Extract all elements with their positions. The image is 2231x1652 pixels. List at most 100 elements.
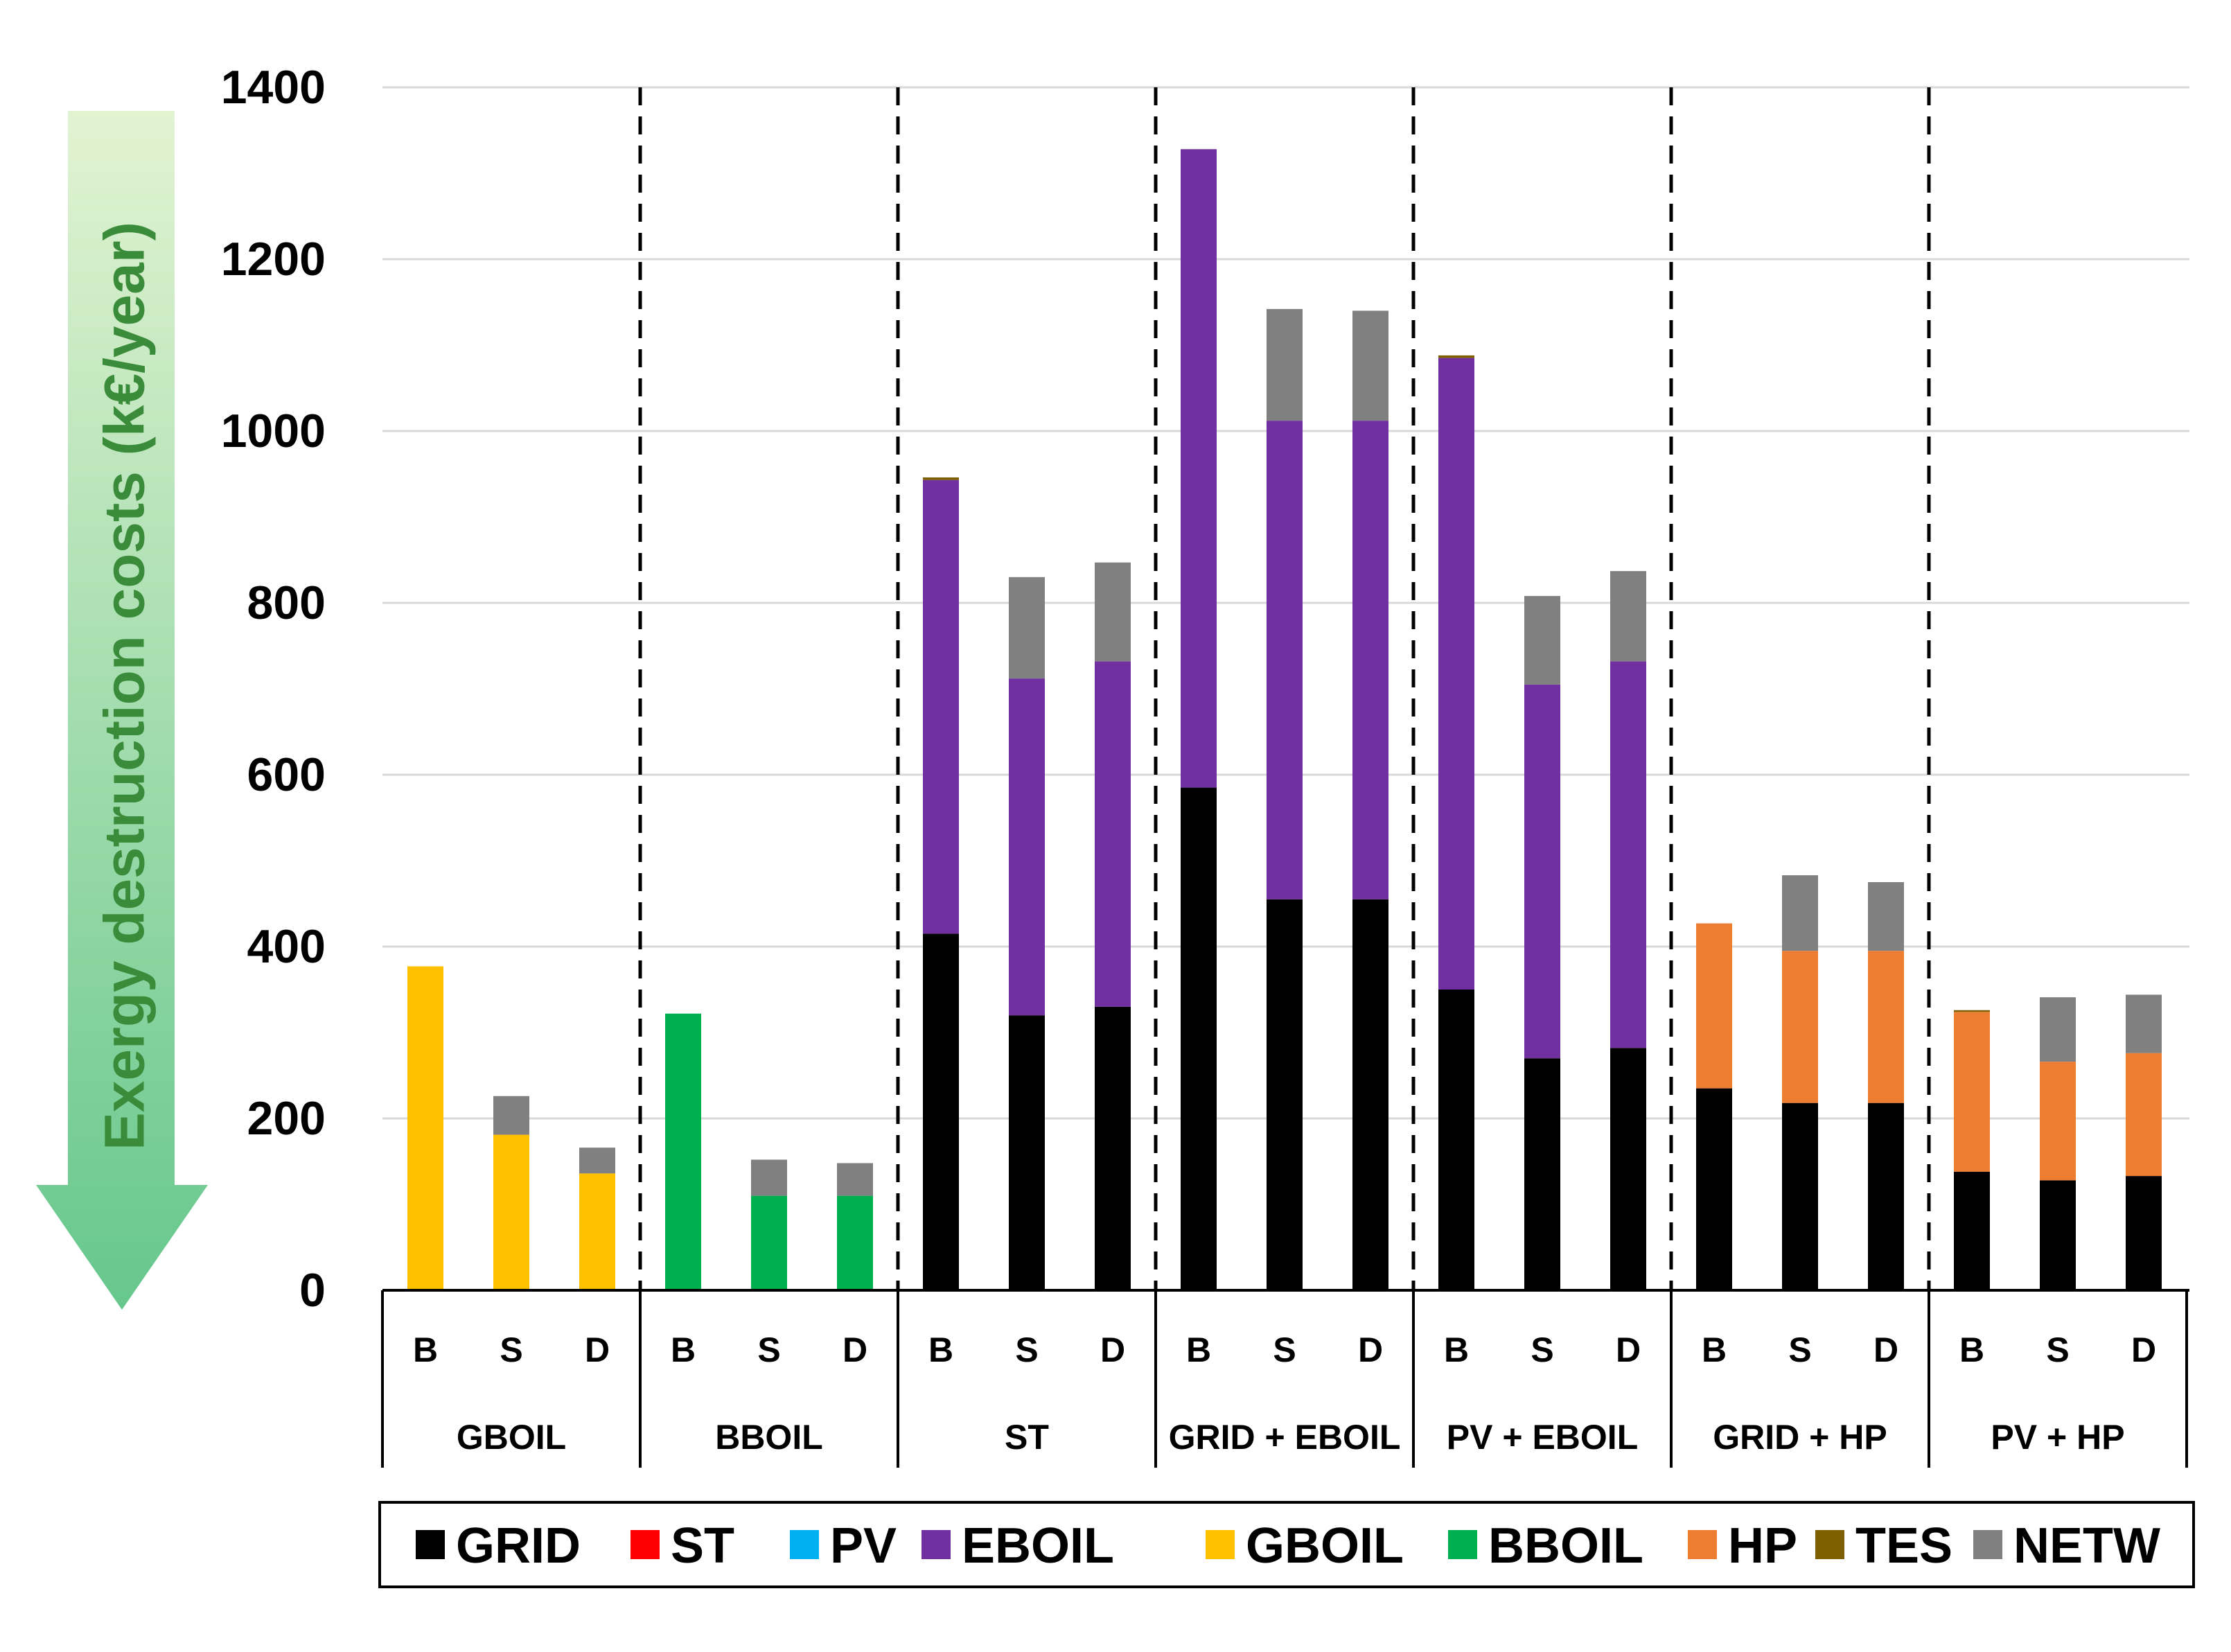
x-subcategory-label: S [1788,1330,1811,1369]
x-subcategory-label: B [1702,1330,1727,1369]
bar-netw-pv-hp-s [2040,997,2076,1062]
bar-grid-pv-hp-s [2040,1180,2076,1290]
legend-label-pv: PV [830,1518,897,1574]
bar-netw-grid-eboil-d [1352,310,1388,421]
y-axis-arrow [36,111,208,1310]
bar-grid-grid-hp-d [1868,1102,1904,1290]
x-group-label: GRID + EBOIL [1169,1418,1401,1457]
legend-label-bboil: BBOIL [1488,1518,1643,1574]
x-subcategory-label: S [1531,1330,1553,1369]
bar-eboil-st-s [1009,678,1045,1016]
bar-grid-pv-hp-d [2126,1176,2162,1290]
bar-grid-st-d [1095,1006,1131,1290]
x-subcategory-label: D [1358,1330,1383,1369]
bar-netw-pv-eboil-d [1610,571,1646,662]
bar-tes-pv-eboil-b [1438,355,1474,358]
y-tick-label: 1400 [221,61,326,114]
bar-eboil-pv-eboil-b [1438,358,1474,990]
x-subcategory-label: B [1959,1330,1984,1369]
legend-swatch-eboil [922,1530,951,1559]
x-subcategory-label: S [1273,1330,1296,1369]
bar-netw-grid-hp-d [1868,882,1904,951]
bar-eboil-pv-eboil-s [1524,684,1560,1059]
legend-swatch-grid [416,1530,445,1559]
legend-swatch-pv [790,1530,819,1559]
x-group-label: GBOIL [457,1418,566,1457]
bar-grid-pv-eboil-s [1524,1058,1560,1290]
bar-eboil-grid-eboil-d [1352,421,1388,899]
bar-grid-grid-eboil-d [1352,899,1388,1290]
x-subcategory-label: B [928,1330,953,1369]
legend-swatch-gboil [1206,1530,1235,1559]
bar-hp-grid-hp-s [1782,951,1818,1103]
x-group-label: BBOIL [715,1418,823,1457]
bar-grid-st-b [923,933,959,1290]
bar-bboil-bboil-s [751,1195,787,1290]
legend-swatch-bboil [1448,1530,1477,1559]
legend-swatch-st [630,1530,660,1559]
bar-eboil-st-b [923,480,959,934]
legend-label-hp: HP [1728,1518,1797,1574]
bar-netw-bboil-d [837,1163,873,1196]
x-subcategory-label: B [1444,1330,1469,1369]
bar-tes-st-b [923,477,959,480]
x-subcategory-label: B [1186,1330,1211,1369]
y-tick-label: 400 [247,920,326,973]
bar-grid-grid-eboil-s [1267,899,1303,1290]
bar-grid-grid-hp-s [1782,1102,1818,1290]
bar-gboil-gboil-b [407,966,443,1290]
bar-eboil-pv-eboil-d [1610,661,1646,1048]
bar-netw-pv-hp-d [2126,994,2162,1053]
legend-label-grid: GRID [456,1518,581,1574]
x-subcategory-label: S [1015,1330,1038,1369]
y-tick-label: 200 [247,1092,326,1145]
bar-netw-bboil-s [751,1159,787,1196]
x-subcategory-label: D [585,1330,610,1369]
legend-label-gboil: GBOIL [1246,1518,1404,1574]
x-group-label: PV + HP [1991,1418,2124,1457]
x-subcategory-label: D [2131,1330,2156,1369]
y-tick-label: 600 [247,748,326,801]
x-group-label: ST [1005,1418,1049,1457]
x-subcategory-label: S [500,1330,522,1369]
bar-bboil-bboil-b [665,1013,701,1290]
bar-tes-pv-hp-b [1954,1010,1990,1012]
x-group-label: GRID + HP [1713,1418,1887,1457]
x-subcategory-label: D [1616,1330,1641,1369]
bar-gboil-gboil-s [493,1134,529,1290]
legend-label-st: ST [671,1518,734,1574]
bar-gboil-gboil-d [579,1173,615,1290]
bar-grid-pv-hp-b [1954,1171,1990,1290]
bar-grid-grid-hp-b [1696,1088,1732,1290]
bar-eboil-grid-eboil-s [1267,421,1303,899]
bar-bboil-bboil-d [837,1195,873,1290]
bar-netw-st-d [1095,562,1131,662]
y-tick-label: 1200 [221,233,326,285]
y-tick-label: 800 [247,577,326,629]
bar-netw-st-s [1009,577,1045,679]
legend-label-eboil: EBOIL [962,1518,1114,1574]
bar-grid-pv-eboil-b [1438,990,1474,1290]
bar-netw-grid-hp-s [1782,875,1818,951]
bar-netw-gboil-s [493,1096,529,1135]
bar-eboil-grid-eboil-b [1181,149,1217,788]
bar-hp-grid-hp-b [1696,923,1732,1089]
bar-hp-pv-hp-b [1954,1012,1990,1172]
x-subcategory-label: D [1873,1330,1898,1369]
x-subcategory-label: D [1100,1330,1125,1369]
x-subcategory-label: B [671,1330,696,1369]
legend-swatch-hp [1688,1530,1717,1559]
legend-swatch-netw [1973,1530,2002,1559]
y-tick-label: 0 [299,1264,326,1317]
x-subcategory-label: B [413,1330,438,1369]
x-subcategory-label: S [2046,1330,2069,1369]
bar-hp-pv-hp-s [2040,1062,2076,1181]
bar-netw-pv-eboil-s [1524,596,1560,685]
x-group-label: PV + EBOIL [1447,1418,1638,1457]
legend-swatch-tes [1815,1530,1844,1559]
bar-netw-gboil-d [579,1148,615,1174]
bar-eboil-st-d [1095,661,1131,1007]
bar-grid-st-s [1009,1015,1045,1290]
bar-netw-grid-eboil-s [1267,308,1303,421]
